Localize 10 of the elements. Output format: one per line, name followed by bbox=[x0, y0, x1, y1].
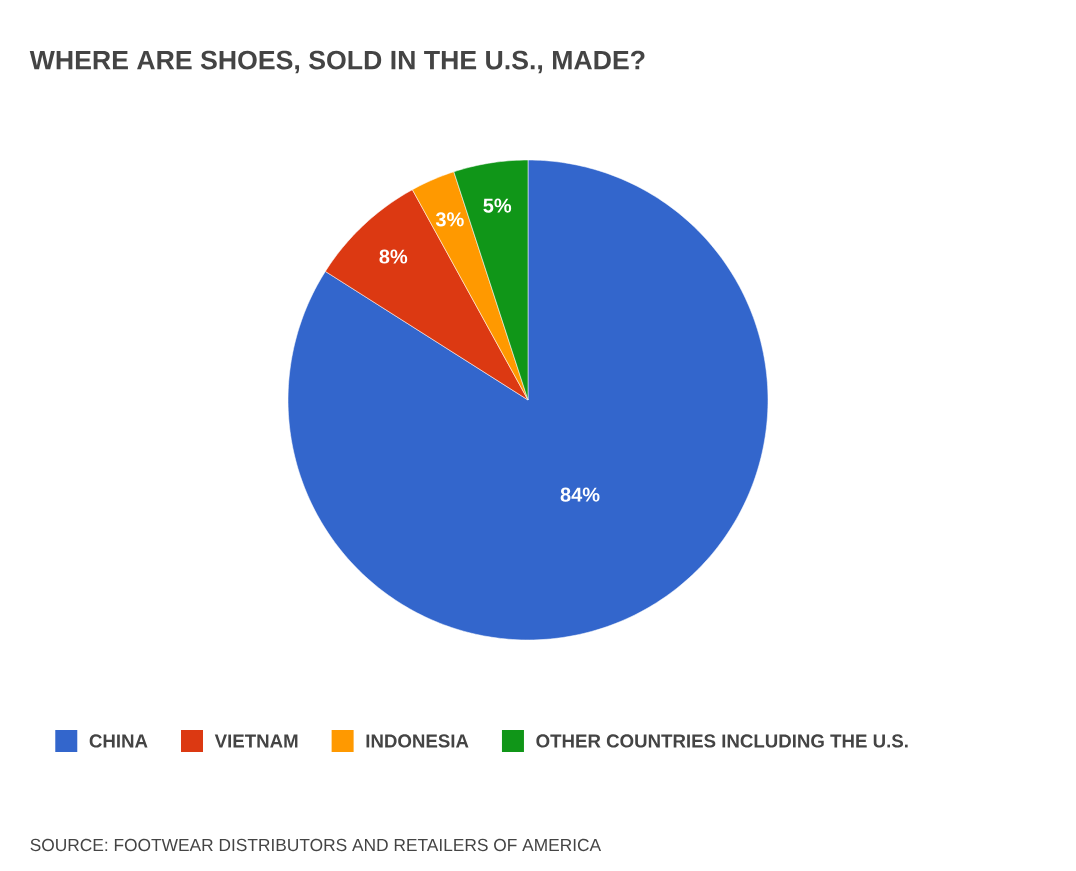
legend-label: INDONESIA bbox=[366, 734, 469, 748]
legend-label: OTHER COUNTRIES INCLUDING THE U.S. bbox=[536, 734, 908, 748]
chart-title: WHERE ARE SHOES, SOLD IN THE U.S., MADE? bbox=[29, 50, 645, 74]
data-label: 84% bbox=[560, 487, 600, 502]
legend-label: CHINA bbox=[89, 734, 148, 748]
source-note: SOURCE: FOOTWEAR DISTRIBUTORS AND RETAILERS OF AMERICA bbox=[30, 838, 602, 852]
data-label: 3% bbox=[435, 212, 464, 227]
data-label: 5% bbox=[483, 198, 512, 213]
data-label: 8% bbox=[379, 249, 408, 264]
legend-label: VIETNAM bbox=[214, 734, 298, 748]
